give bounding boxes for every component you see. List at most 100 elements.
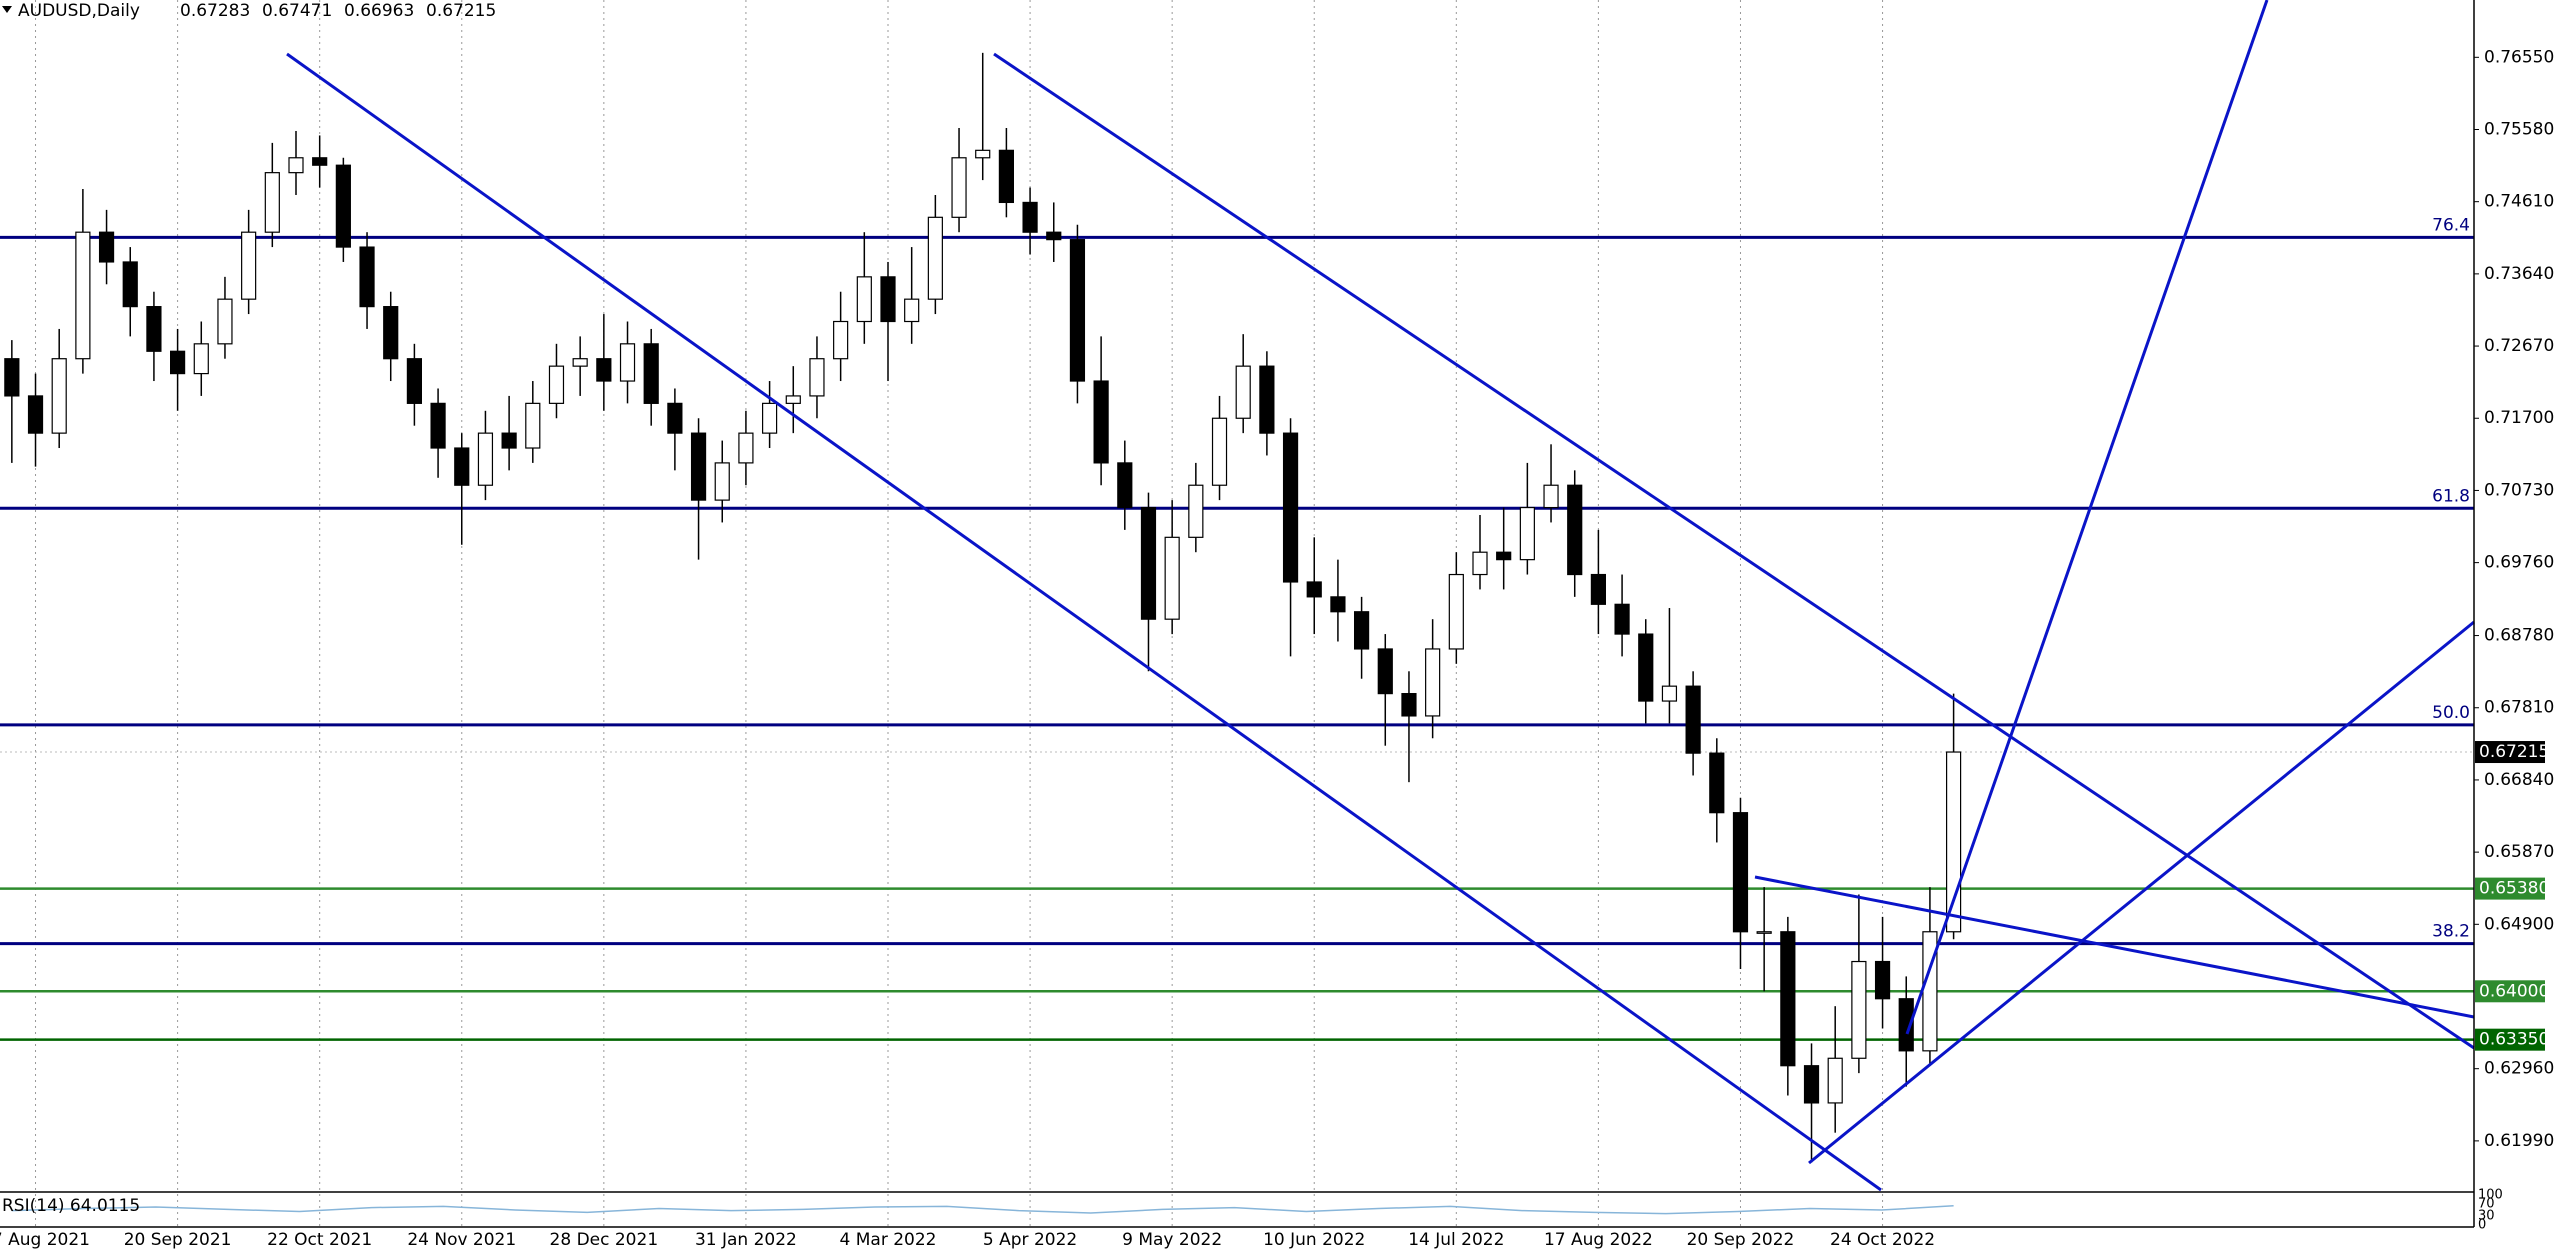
candle-body (477, 432, 494, 486)
grid (35, 0, 1884, 1227)
candle-body (1709, 752, 1725, 814)
y-tick-label: 0.70730 (2484, 480, 2554, 500)
candle-body (1235, 365, 1251, 419)
candle-body (619, 343, 636, 382)
y-tick-label: 0.67810 (2484, 698, 2554, 718)
candle-body (312, 157, 328, 166)
candle-body (217, 298, 233, 345)
candle-body (714, 462, 730, 501)
candle-body (951, 157, 967, 218)
x-tick-label: 22 Oct 2021 (267, 1230, 372, 1250)
x-tick-label: 24 Oct 2022 (1830, 1230, 1935, 1250)
candle-body (738, 432, 754, 464)
y-tick-label: 0.75580 (2484, 119, 2554, 139)
candle-body (856, 276, 872, 323)
y-tick-label: 0.71700 (2484, 408, 2554, 428)
candle-body (1282, 432, 1299, 583)
price-tag (2475, 1028, 2545, 1051)
candle-body (288, 157, 304, 174)
candle-body (1567, 484, 1583, 576)
candle-body (1330, 596, 1346, 613)
candle-body (193, 343, 209, 375)
trend-line (1754, 875, 2475, 1019)
x-tick-label: 10 Jun 2022 (1263, 1230, 1365, 1250)
y-tick-label: 0.66840 (2484, 770, 2554, 790)
candle-body (1496, 551, 1512, 561)
candle-body (572, 358, 588, 367)
menu-arrow[interactable] (2, 6, 12, 13)
current-price-tag (2475, 741, 2545, 764)
candle-body (1614, 603, 1630, 635)
y-tick-label: 0.76550 (2484, 47, 2554, 67)
candle-body (690, 432, 707, 501)
candle-body (880, 276, 896, 323)
candle-body (122, 261, 138, 308)
y-tick-label: 0.61990 (2484, 1131, 2554, 1151)
trend-line (286, 52, 1882, 1192)
candle-body (406, 358, 422, 404)
current-price-label: 0.67215 (2479, 742, 2549, 762)
price-tag-label: 0.63350 (2479, 1030, 2549, 1050)
candle-body (1780, 931, 1796, 1067)
candle-body (1543, 484, 1559, 509)
candle-body (904, 298, 920, 323)
candle-body (1140, 506, 1157, 620)
candle-body (51, 358, 67, 434)
candle-body (1898, 998, 1914, 1052)
candle-body (1117, 462, 1133, 509)
candle-body (4, 358, 20, 397)
x-tick-label: 4 Mar 2022 (840, 1230, 937, 1250)
y-tick-label: 0.68780 (2484, 626, 2554, 646)
candle-body (501, 432, 517, 449)
candle-body (1945, 751, 1962, 933)
candle-body (998, 149, 1015, 204)
candle-body (1164, 536, 1180, 620)
x-tick-label: 17 Aug 2022 (1544, 1230, 1653, 1250)
quote-low: 0.66963 (344, 1, 414, 21)
y-tick-label: 0.72670 (2484, 336, 2554, 356)
candle-body (1188, 484, 1204, 538)
fib-label: 38.2 (2432, 922, 2470, 942)
candle-body (927, 216, 943, 300)
candle-body (430, 402, 446, 449)
candle-body (383, 306, 399, 360)
trend-line (1905, 0, 2269, 1035)
candle-body (833, 320, 849, 360)
candle-body (975, 149, 991, 159)
trend-line (1808, 620, 2475, 1165)
rsi-tick-label: 0 (2478, 1218, 2486, 1233)
candles (4, 52, 1962, 1163)
fib-label: 76.4 (2432, 215, 2470, 235)
candle-body (146, 306, 162, 352)
candle-body (761, 402, 778, 434)
price-tag-label: 0.64000 (2479, 981, 2549, 1001)
candle-body (170, 350, 186, 375)
candle-body (1732, 812, 1749, 933)
price-tag (2475, 877, 2545, 900)
y-tick-label: 0.62960 (2484, 1059, 2554, 1079)
candle-body (1022, 201, 1038, 233)
candle-body (335, 164, 351, 248)
price-tag (2475, 980, 2545, 1003)
rsi-tick-label: 70 (2478, 1197, 2495, 1212)
x-tick-label: 17 Aug 2021 (0, 1230, 90, 1250)
candle-body (98, 231, 115, 263)
x-tick-label: 28 Dec 2021 (550, 1230, 659, 1250)
candle-body (1259, 365, 1275, 434)
candle-body (1803, 1065, 1820, 1104)
y-tick-label: 0.69760 (2484, 553, 2554, 573)
candle-body (1069, 239, 1086, 382)
candle-body (1353, 611, 1370, 650)
x-tick-label: 31 Jan 2022 (695, 1230, 797, 1250)
levels: 76.4 61.8 50.0 38.2 (0, 215, 2474, 1041)
y-tick-label: 0.64900 (2484, 914, 2554, 934)
candle-body (667, 402, 683, 434)
x-tick-label: 14 Jul 2022 (1408, 1230, 1504, 1250)
x-tick-label: 20 Sep 2021 (124, 1230, 232, 1250)
quote-close: 0.67215 (426, 1, 496, 21)
candle-body (1827, 1057, 1843, 1104)
candle-body (27, 395, 44, 434)
rsi-line (11, 1205, 1954, 1215)
